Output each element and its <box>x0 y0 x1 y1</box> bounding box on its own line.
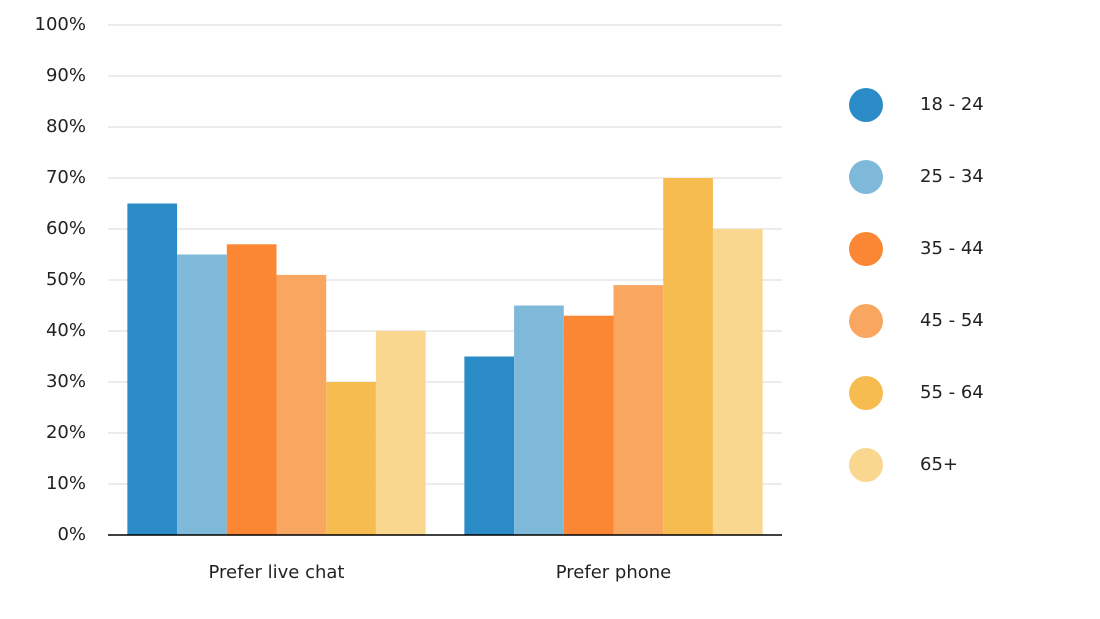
legend-label: 65+ <box>920 454 958 475</box>
bar <box>663 178 713 535</box>
bar <box>276 274 327 535</box>
legend-swatch <box>849 376 883 410</box>
x-tick-label: Prefer live chat <box>209 562 345 583</box>
y-tick-label: 90% <box>46 65 86 86</box>
bar <box>464 356 515 535</box>
bar <box>177 254 227 535</box>
y-tick-label: 70% <box>46 167 86 188</box>
y-tick-label: 80% <box>46 116 86 137</box>
y-tick-label: 100% <box>35 14 86 35</box>
legend-swatch <box>849 232 883 266</box>
bar <box>563 315 614 535</box>
y-tick-label: 0% <box>57 524 86 545</box>
legend-label: 35 - 44 <box>920 238 984 259</box>
bar <box>712 229 763 535</box>
y-tick-label: 40% <box>46 320 86 341</box>
bar <box>226 244 277 536</box>
y-tick-label: 60% <box>46 218 86 239</box>
legend-label: 45 - 54 <box>920 310 984 331</box>
y-tick-label: 50% <box>46 269 86 290</box>
y-tick-label: 10% <box>46 473 86 494</box>
bar <box>127 203 178 535</box>
bar <box>375 331 426 535</box>
legend-label: 25 - 34 <box>920 166 984 187</box>
legend-swatch <box>849 88 883 122</box>
legend-label: 55 - 64 <box>920 382 984 403</box>
y-tick-label: 30% <box>46 371 86 392</box>
bar <box>613 285 664 535</box>
bar <box>326 382 376 535</box>
legend-swatch <box>849 160 883 194</box>
y-tick-label: 20% <box>46 422 86 443</box>
bar <box>514 305 564 535</box>
x-tick-label: Prefer phone <box>556 562 671 583</box>
legend-swatch <box>849 304 883 338</box>
legend-label: 18 - 24 <box>920 94 984 115</box>
legend-swatch <box>849 448 883 482</box>
